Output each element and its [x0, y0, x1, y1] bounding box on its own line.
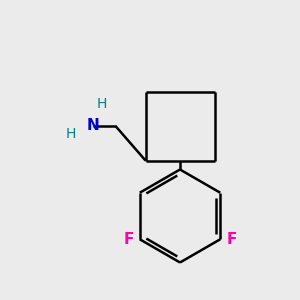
Text: H: H [65, 127, 76, 140]
Text: F: F [123, 232, 134, 247]
Text: H: H [97, 97, 107, 110]
Text: N: N [87, 118, 99, 134]
Text: F: F [226, 232, 237, 247]
